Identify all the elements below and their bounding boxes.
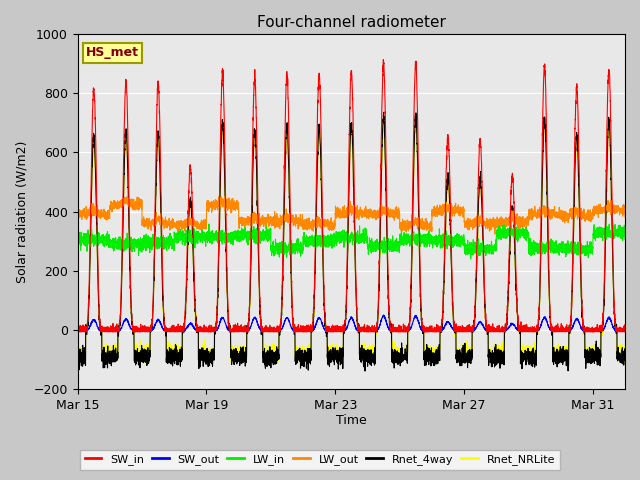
Rnet_4way [161, 324, 169, 330]
SW_out [380, 312, 387, 318]
LW_out [404, 221, 412, 227]
Rnet_4way [188, 214, 196, 219]
LW_in [124, 240, 131, 246]
SW_out [188, 321, 196, 326]
Rnet_4way [361, 368, 369, 374]
SW_in [74, 324, 81, 329]
Rnet_4way [465, 354, 473, 360]
Rnet_NRLite [74, 349, 81, 355]
Line: Rnet_4way: Rnet_4way [77, 112, 625, 371]
Rnet_NRLite [410, 151, 418, 157]
LW_in [621, 237, 629, 242]
Legend: SW_in, SW_out, LW_in, LW_out, Rnet_4way, Rnet_NRLite: SW_in, SW_out, LW_in, LW_out, Rnet_4way,… [80, 450, 560, 469]
Rnet_NRLite [204, 362, 212, 368]
SW_in [380, 57, 387, 62]
LW_out [465, 227, 473, 233]
Line: SW_out: SW_out [77, 315, 625, 331]
SW_out [74, 327, 81, 333]
SW_in [188, 190, 196, 196]
Rnet_4way [621, 351, 629, 357]
Line: Rnet_NRLite: Rnet_NRLite [77, 120, 625, 365]
Rnet_4way [404, 323, 412, 328]
LW_out [74, 212, 81, 218]
Text: HS_met: HS_met [86, 47, 139, 60]
SW_out [404, 327, 412, 333]
SW_out [124, 318, 131, 324]
Rnet_NRLite [188, 214, 196, 220]
SW_in [161, 328, 169, 334]
LW_out [188, 218, 196, 224]
SW_in [410, 102, 418, 108]
Rnet_4way [410, 148, 418, 154]
Rnet_4way [380, 109, 388, 115]
LW_in [188, 233, 196, 239]
X-axis label: Time: Time [336, 414, 367, 427]
LW_in [465, 246, 472, 252]
LW_out [410, 219, 418, 225]
LW_out [124, 199, 131, 205]
LW_in [410, 234, 418, 240]
Rnet_NRLite [404, 327, 412, 333]
SW_in [621, 329, 629, 335]
SW_in [124, 121, 131, 127]
LW_out [124, 193, 131, 199]
Rnet_4way [74, 356, 81, 362]
LW_in [404, 231, 412, 237]
Rnet_NRLite [161, 322, 169, 327]
SW_in [74, 329, 82, 335]
LW_out [621, 214, 629, 220]
Rnet_NRLite [621, 355, 629, 360]
Line: SW_in: SW_in [77, 60, 625, 332]
SW_out [74, 328, 82, 334]
SW_out [621, 326, 629, 332]
Rnet_NRLite [380, 117, 387, 123]
Y-axis label: Solar radiation (W/m2): Solar radiation (W/m2) [15, 141, 28, 283]
Line: LW_out: LW_out [77, 196, 625, 234]
LW_in [74, 235, 81, 241]
SW_out [161, 328, 169, 334]
Title: Four-channel radiometer: Four-channel radiometer [257, 15, 446, 30]
Rnet_NRLite [465, 358, 473, 364]
SW_in [465, 327, 473, 333]
Line: LW_in: LW_in [77, 222, 625, 259]
SW_out [465, 327, 473, 333]
SW_out [410, 316, 418, 322]
LW_in [609, 219, 616, 225]
Rnet_4way [124, 162, 131, 168]
LW_in [467, 256, 474, 262]
SW_in [404, 328, 412, 334]
LW_out [161, 220, 169, 226]
Rnet_NRLite [124, 159, 131, 165]
LW_in [161, 238, 169, 243]
LW_out [174, 231, 182, 237]
